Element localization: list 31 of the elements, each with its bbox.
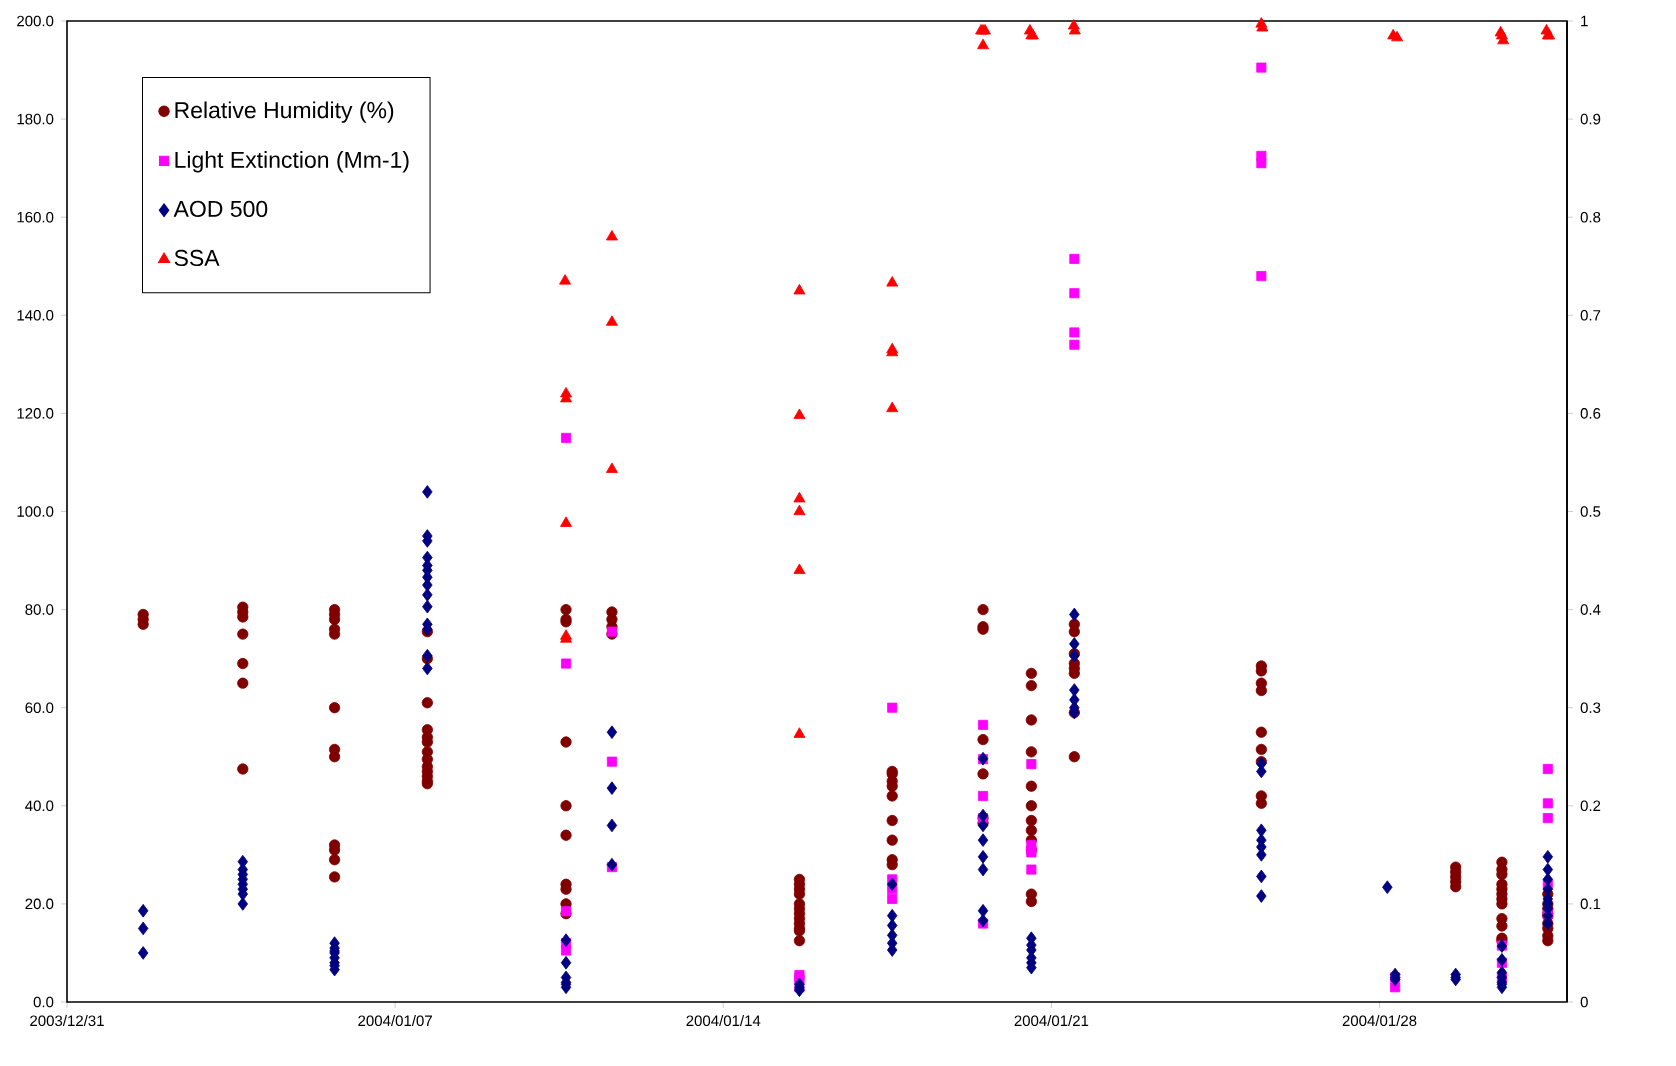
y-tick-label: 140.0	[17, 309, 54, 321]
y-tick-label: 180.0	[17, 113, 54, 125]
y2-tick-label: 0.1	[1580, 898, 1601, 910]
y-tick-label: 100.0	[17, 506, 54, 517]
y2-tick-label: 0.7	[1580, 309, 1601, 321]
legend-label: Relative Humidity (%)	[175, 101, 394, 123]
y2-tick-label: 0.4	[1580, 604, 1601, 615]
legend-label: Light Extinction (Mm-1)	[175, 151, 409, 173]
y2-tick-label: 0.6	[1580, 408, 1601, 419]
y2-tick-label: 0.2	[1580, 800, 1601, 812]
y2-tick-label: 0	[1580, 996, 1588, 1008]
y-tick-label: 60.0	[25, 702, 54, 714]
y-tick-label: 0.0	[33, 996, 54, 1008]
y2-tick-label: 0.3	[1580, 702, 1601, 714]
y2-tick-label: 0.9	[1580, 113, 1601, 125]
y-tick-label: 200.0	[17, 15, 54, 27]
y2-tick-label: 0.5	[1580, 506, 1601, 517]
y-tick-label: 160.0	[17, 211, 54, 223]
y-tick-label: 20.0	[25, 898, 54, 910]
y-tick-label: 120.0	[17, 408, 54, 419]
legend-label: AOD 500	[173, 200, 268, 218]
x-tick-label: 2004/01/28	[1342, 1015, 1417, 1027]
x-tick-label: 2004/01/21	[1014, 1015, 1089, 1027]
y2-tick-label: 1	[1581, 15, 1588, 27]
y-tick-label: 80.0	[25, 604, 54, 615]
x-tick-label: 2004/01/14	[686, 1015, 761, 1027]
x-tick-label: 2003/12/31	[30, 1015, 104, 1027]
y2-tick-label: 0.8	[1580, 211, 1601, 223]
x-tick-label: 2004/01/07	[358, 1015, 432, 1027]
legend-label: SSA	[174, 249, 220, 267]
y-tick-label: 40.0	[25, 800, 54, 812]
